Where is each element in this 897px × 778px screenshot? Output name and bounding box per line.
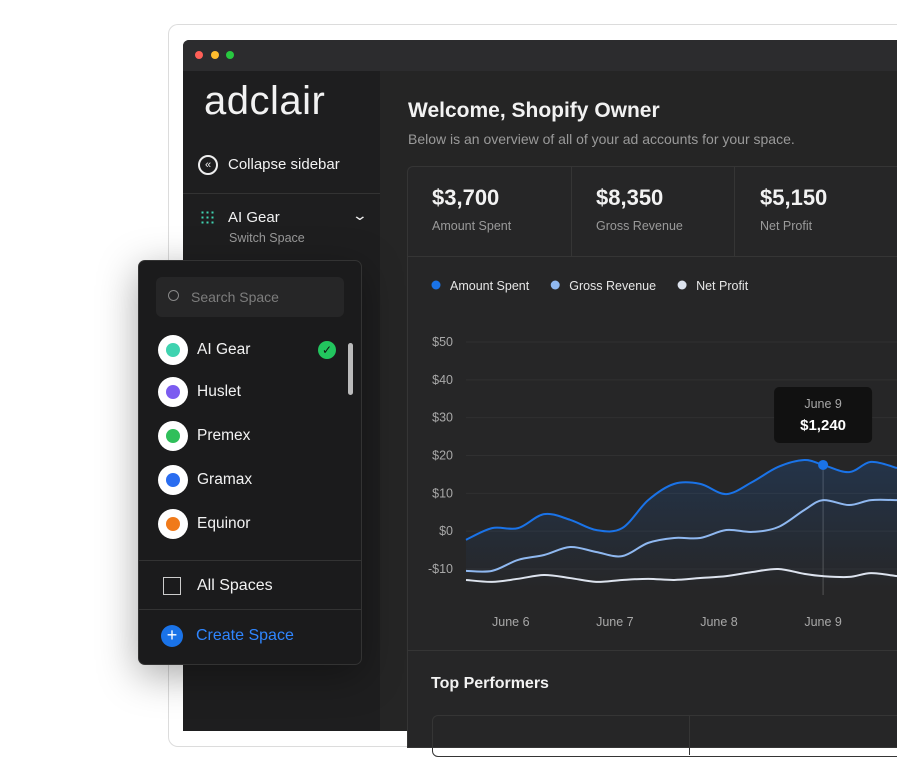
collapse-button[interactable]: Collapse sidebar bbox=[228, 156, 340, 173]
space-icon-mark bbox=[166, 517, 180, 531]
stat-value: $8,350 bbox=[596, 185, 664, 210]
legend-swatch bbox=[550, 280, 560, 290]
divider bbox=[139, 609, 361, 610]
space-icon-mark bbox=[166, 385, 180, 399]
space-item[interactable]: Huslet bbox=[197, 383, 241, 400]
x-tick-label: June 9 bbox=[804, 615, 842, 629]
minimize-dot[interactable] bbox=[211, 51, 219, 59]
legend-swatch bbox=[431, 280, 441, 290]
x-tick-label: June 6 bbox=[492, 615, 530, 629]
y-tick-label: $20 bbox=[432, 448, 453, 462]
stat-label: Gross Revenue bbox=[596, 219, 683, 233]
space-icon-mark bbox=[166, 343, 180, 357]
space-menu: Search Space AI Gear ✓ Huslet Premex Gramax E… bbox=[138, 260, 362, 665]
scrollbar[interactable] bbox=[348, 343, 353, 395]
space-icon bbox=[158, 465, 188, 495]
space-icon bbox=[200, 210, 214, 224]
selected-check: ✓ bbox=[318, 341, 336, 359]
space-icon bbox=[158, 509, 188, 539]
legend-label: Amount Spent bbox=[450, 279, 530, 293]
switch-space[interactable]: Switch Space bbox=[229, 231, 305, 245]
plus-icon: + bbox=[161, 625, 183, 647]
space-icon-mark bbox=[166, 473, 180, 487]
space-item[interactable]: Gramax bbox=[197, 471, 253, 488]
collapse-icon[interactable]: « bbox=[198, 155, 218, 175]
space-icon bbox=[158, 421, 188, 451]
highlight-point bbox=[818, 459, 829, 470]
tooltip-date: June 9 bbox=[804, 397, 842, 411]
divider bbox=[689, 715, 690, 755]
space-item[interactable]: AI Gear bbox=[197, 341, 251, 358]
space-item[interactable]: Equinor bbox=[197, 515, 251, 532]
title-bar bbox=[183, 40, 897, 71]
page-title: Welcome, Shopify Owner bbox=[408, 99, 660, 122]
y-tick-label: $30 bbox=[432, 411, 453, 425]
space-icon-mark bbox=[166, 429, 180, 443]
y-tick-label: $0 bbox=[439, 524, 453, 538]
stat-label: Net Profit bbox=[760, 219, 813, 233]
performers-table bbox=[432, 715, 897, 757]
series-line bbox=[465, 498, 897, 573]
space-icon bbox=[158, 335, 188, 365]
chevron[interactable]: ⌄ bbox=[351, 207, 369, 223]
area-fill bbox=[466, 460, 897, 592]
y-tick-label: $50 bbox=[432, 335, 453, 349]
divider bbox=[408, 256, 897, 257]
tooltip-value: $1,240 bbox=[800, 417, 846, 434]
divider bbox=[183, 193, 380, 194]
divider bbox=[408, 650, 897, 651]
create-space[interactable]: Create Space bbox=[196, 627, 294, 644]
search-icon bbox=[168, 290, 179, 301]
all-spaces[interactable]: All Spaces bbox=[197, 577, 273, 594]
divider bbox=[734, 167, 735, 256]
legend-swatch bbox=[677, 280, 687, 290]
x-tick-label: June 7 bbox=[596, 615, 634, 629]
space-item[interactable]: Premex bbox=[197, 427, 251, 444]
search-placeholder[interactable]: Search Space bbox=[191, 289, 279, 305]
divider bbox=[139, 560, 361, 561]
page-subtitle: Below is an overview of all of your ad a… bbox=[408, 131, 795, 147]
y-tick-label: $10 bbox=[432, 486, 453, 500]
legend-label: Net Profit bbox=[696, 279, 749, 293]
legend-label: Gross Revenue bbox=[569, 279, 656, 293]
section-title: Top Performers bbox=[431, 675, 549, 692]
stat-label: Amount Spent bbox=[432, 219, 512, 233]
brand-logo: adclair bbox=[204, 79, 326, 123]
grid-icon bbox=[163, 577, 181, 595]
space-name[interactable]: AI Gear bbox=[228, 209, 280, 226]
x-tick-label: June 8 bbox=[700, 615, 738, 629]
tooltip bbox=[774, 387, 873, 443]
series-line bbox=[465, 567, 897, 583]
close-dot[interactable] bbox=[195, 51, 203, 59]
y-tick-label: $40 bbox=[432, 373, 453, 387]
divider bbox=[571, 167, 572, 256]
search-box[interactable]: Search Space bbox=[156, 277, 344, 317]
overview-card bbox=[407, 166, 897, 757]
y-tick-label: -$10 bbox=[428, 562, 453, 576]
stat-value: $5,150 bbox=[760, 185, 828, 210]
zoom-dot[interactable] bbox=[226, 51, 234, 59]
space-icon bbox=[158, 377, 188, 407]
stat-value: $3,700 bbox=[432, 185, 500, 210]
